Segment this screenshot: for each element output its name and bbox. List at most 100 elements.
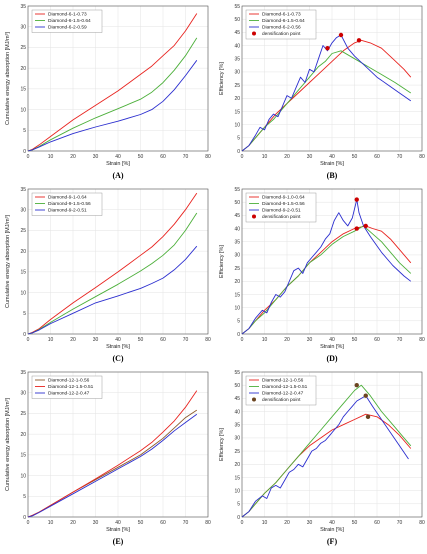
y-tick-label: 50 <box>234 17 240 23</box>
series-line <box>27 60 198 152</box>
x-axis-label: Strain [%] <box>106 527 130 533</box>
series-line <box>27 192 198 335</box>
densification-marker <box>354 226 359 231</box>
y-tick-label: 5 <box>237 136 240 142</box>
y-axis-label: Cumulative energy absorption [MJ/m³] <box>5 215 11 308</box>
y-tick-label: 50 <box>234 200 240 206</box>
y-tick-label: 45 <box>234 396 240 402</box>
x-tick-label: 80 <box>419 337 425 343</box>
legend-label: Diamond-6-1-0.73 <box>262 12 301 18</box>
x-tick-label: 70 <box>183 337 189 343</box>
y-tick-label: 35 <box>234 57 240 63</box>
chart-panel-c: 0 10 20 30 40 50 60 70 80 0 5 10 15 20 25 30 35 Strain [%… <box>0 183 213 366</box>
x-tick-label: 0 <box>241 337 244 343</box>
y-tick-label: 20 <box>20 432 26 438</box>
x-tick-label: 80 <box>205 154 211 160</box>
y-tick-label: 10 <box>20 473 26 479</box>
y-tick-label: 20 <box>234 462 240 468</box>
legend-label: Diamond-9-1.0-0.64 <box>262 195 305 201</box>
x-tick-label: 20 <box>284 520 290 526</box>
densification-marker <box>365 414 371 420</box>
y-tick-label: 20 <box>234 279 240 285</box>
x-tick-label: 20 <box>70 337 76 343</box>
axes-frame <box>27 188 209 335</box>
y-tick-label: 20 <box>20 249 26 255</box>
x-tick-label: 40 <box>115 337 121 343</box>
panel-caption: (A) <box>112 171 123 180</box>
x-tick-label: 80 <box>205 520 211 526</box>
axes-frame <box>241 5 423 152</box>
series-line <box>27 245 198 335</box>
x-tick-label: 10 <box>262 337 268 343</box>
x-tick-label: 70 <box>183 154 189 160</box>
y-tick-label: 15 <box>20 270 26 276</box>
legend-label: densification point <box>262 397 301 403</box>
x-tick-label: 30 <box>93 154 99 160</box>
densification-marker <box>354 197 359 202</box>
x-tick-label: 70 <box>397 520 403 526</box>
x-tick-label: 10 <box>262 520 268 526</box>
y-tick-label: 40 <box>234 409 240 415</box>
axes-frame <box>27 5 209 152</box>
x-tick-label: 70 <box>183 520 189 526</box>
y-tick-label: 45 <box>234 213 240 219</box>
x-tick-label: 30 <box>93 520 99 526</box>
x-tick-label: 10 <box>48 520 54 526</box>
legend-label: Diamond-12-1-0.56 <box>48 378 90 384</box>
y-tick-label: 15 <box>234 292 240 298</box>
x-tick-label: 50 <box>138 154 144 160</box>
x-tick-label: 60 <box>374 154 380 160</box>
y-tick-label: 30 <box>20 391 26 397</box>
x-axis-label: Strain [%] <box>320 527 344 533</box>
x-tick-label: 30 <box>307 154 313 160</box>
series-line <box>27 37 198 152</box>
axes-frame <box>27 371 209 518</box>
x-tick-label: 0 <box>241 520 244 526</box>
legend-label: Diamond-6-1-0.73 <box>48 12 87 18</box>
chart-panel-a: 0 10 20 30 40 50 60 70 80 0 5 10 15 20 25 30 35 Strain [%… <box>0 0 213 183</box>
legend-label: Diamond-9-2-0.51 <box>48 208 87 214</box>
chart-panel-f: 0 10 20 30 40 50 60 70 80 0 5 10 15 20 25 30 35 40 45 50 55 S… <box>214 366 427 549</box>
x-tick-label: 60 <box>160 520 166 526</box>
x-tick-label: 40 <box>115 520 121 526</box>
y-tick-label: 35 <box>234 240 240 246</box>
legend-label: Diamond-12-2-0.47 <box>262 391 304 397</box>
chart-svg-f: 0 10 20 30 40 50 60 70 80 0 5 10 15 20 25 30 35 40 45 50 55 S… <box>219 370 425 546</box>
x-tick-label: 40 <box>115 154 121 160</box>
y-tick-label: 25 <box>234 83 240 89</box>
y-tick-label: 25 <box>20 45 26 51</box>
x-tick-label: 50 <box>138 520 144 526</box>
y-tick-label: 0 <box>23 332 26 338</box>
x-tick-label: 60 <box>160 154 166 160</box>
x-tick-label: 40 <box>329 520 335 526</box>
y-tick-label: 45 <box>234 30 240 36</box>
x-tick-label: 0 <box>241 154 244 160</box>
x-tick-label: 50 <box>352 154 358 160</box>
y-tick-label: 25 <box>234 449 240 455</box>
y-tick-label: 0 <box>23 515 26 521</box>
x-tick-label: 30 <box>307 520 313 526</box>
y-axis-label: Efficiency [%] <box>219 245 225 278</box>
axes-frame <box>241 188 423 335</box>
x-tick-label: 60 <box>160 337 166 343</box>
y-tick-label: 10 <box>20 290 26 296</box>
x-tick-label: 0 <box>27 337 30 343</box>
y-tick-label: 5 <box>237 319 240 325</box>
x-axis-label: Strain [%] <box>320 161 344 167</box>
y-tick-label: 35 <box>20 370 26 376</box>
series-line <box>241 384 412 518</box>
legend-label: Diamond-9-1.5-0.56 <box>48 201 91 207</box>
densification-marker <box>356 38 362 43</box>
x-tick-label: 40 <box>329 154 335 160</box>
y-tick-label: 30 <box>234 70 240 76</box>
y-tick-label: 25 <box>20 411 26 417</box>
chart-panel-e: 0 10 20 30 40 50 60 70 80 0 5 10 15 20 25 30 35 Strain [%… <box>0 366 213 549</box>
x-tick-label: 30 <box>93 337 99 343</box>
legend-swatch <box>252 31 256 36</box>
y-tick-label: 0 <box>237 149 240 155</box>
chart-svg-d: 0 10 20 30 40 50 60 70 80 0 5 10 15 20 25 30 35 40 45 50 55 S… <box>219 187 425 363</box>
legend-swatch <box>252 397 256 402</box>
chart-svg-b: 0 10 20 30 40 50 60 70 80 0 5 10 15 20 25 30 35 40 45 50 55 S… <box>219 4 425 180</box>
y-tick-label: 25 <box>234 266 240 272</box>
y-tick-label: 10 <box>20 107 26 113</box>
